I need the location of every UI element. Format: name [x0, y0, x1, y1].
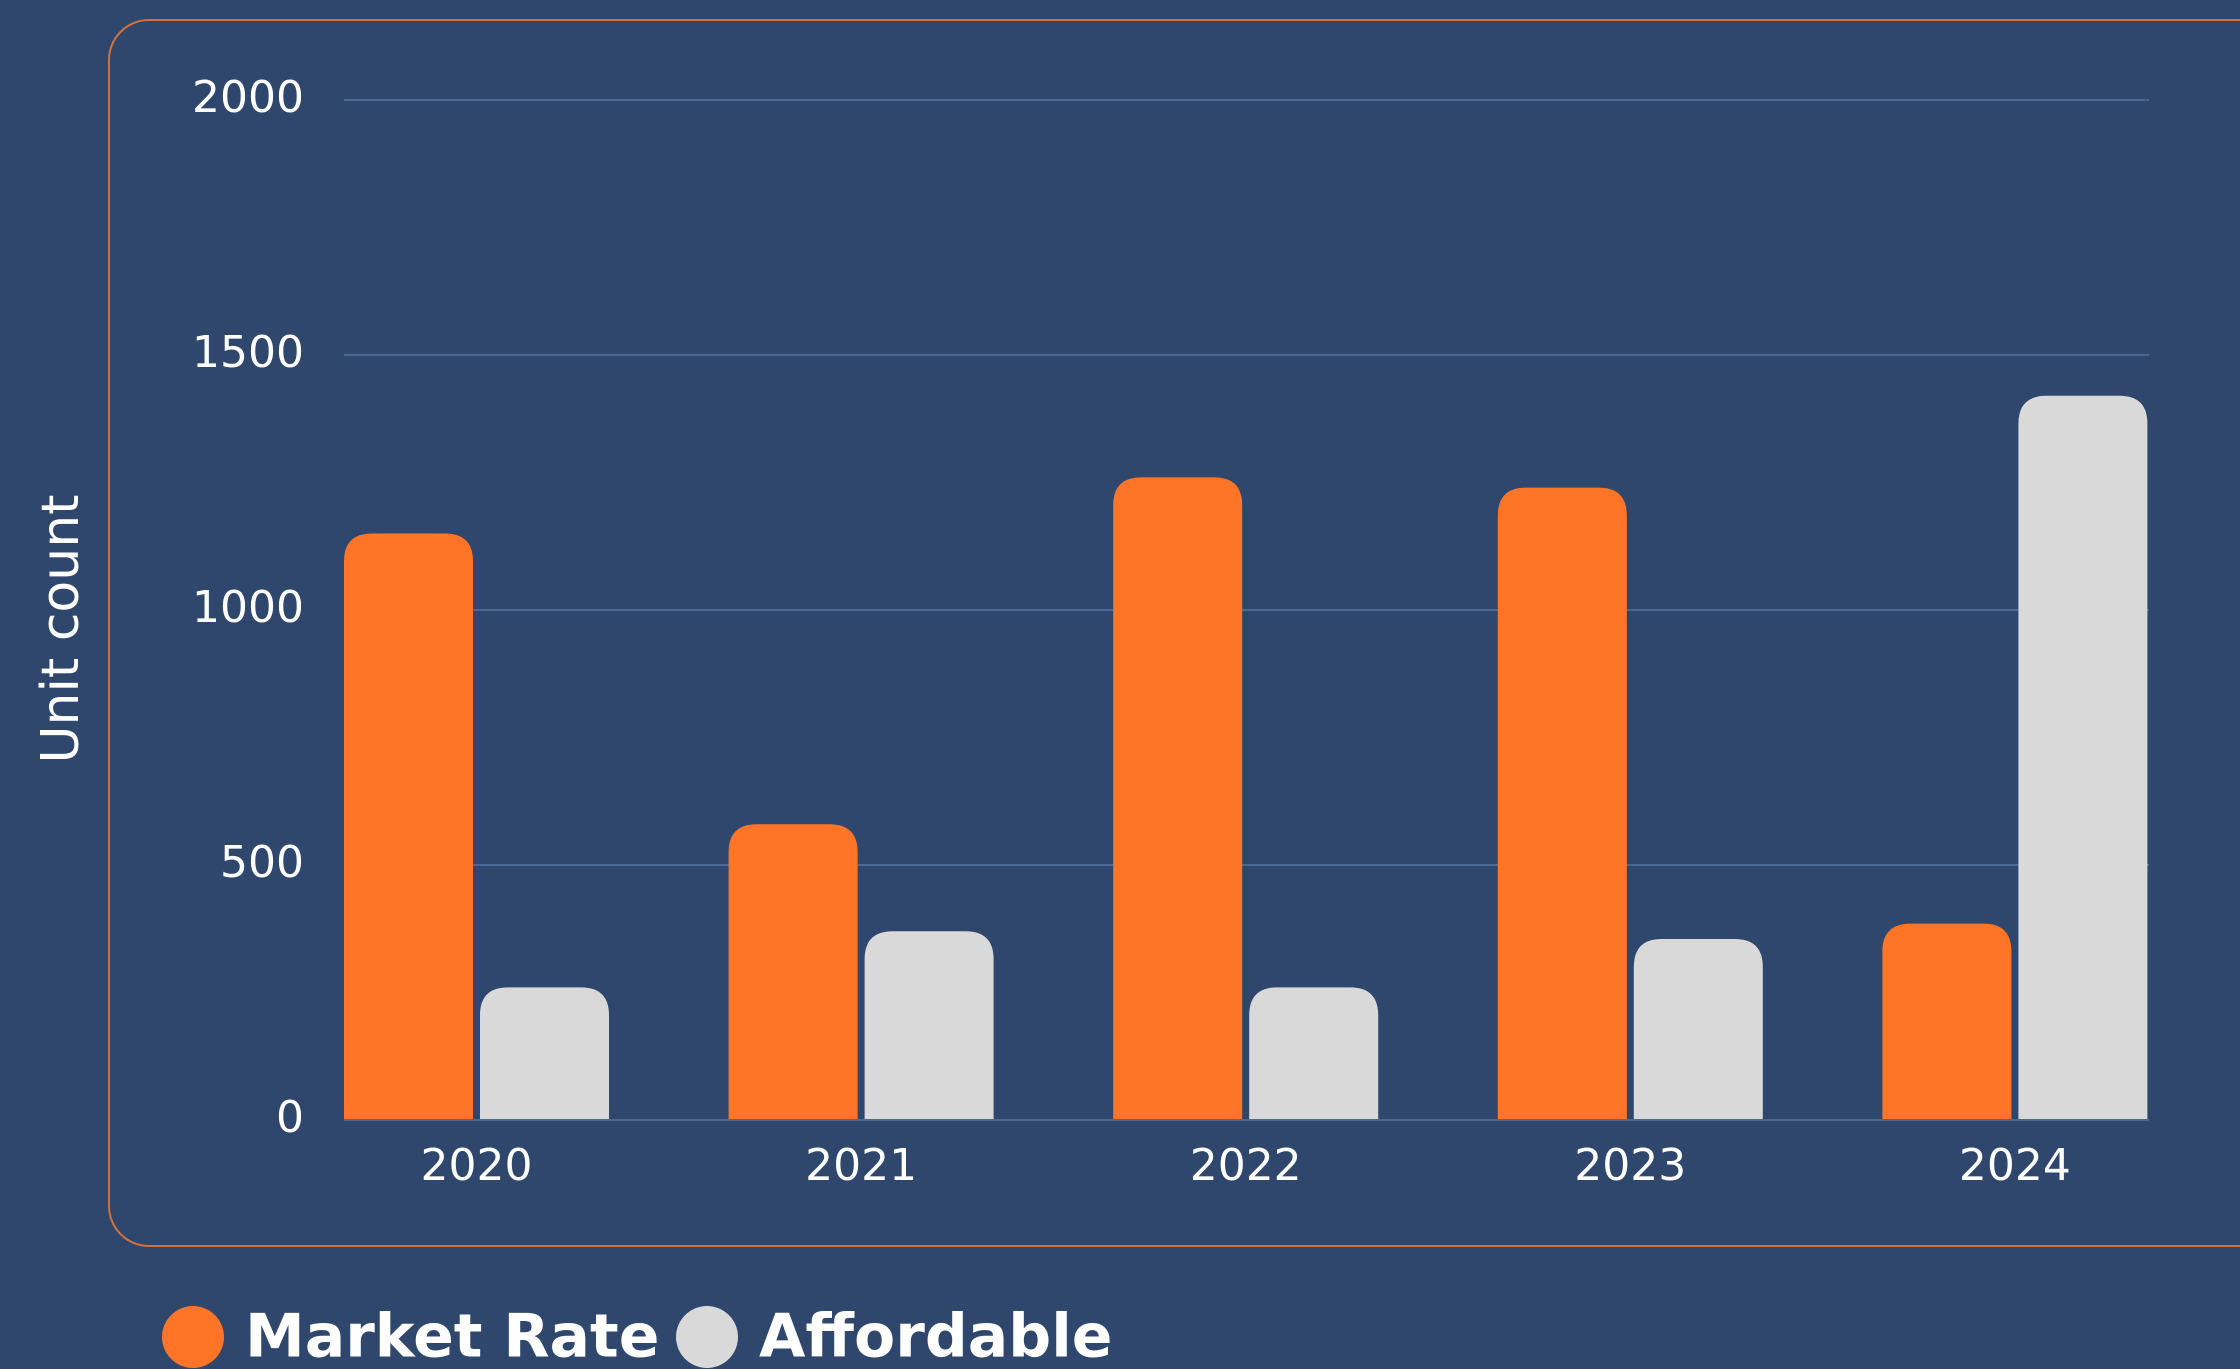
- x-tick-label: 2022: [1190, 1140, 1302, 1191]
- x-tick-label: 2020: [421, 1140, 533, 1191]
- bar: [1249, 987, 1379, 1120]
- bar: [728, 824, 858, 1120]
- x-tick-label: 2021: [805, 1140, 917, 1191]
- bar: [1882, 923, 2012, 1120]
- bar: [1113, 477, 1243, 1120]
- bar: [1497, 487, 1627, 1121]
- y-tick-label: 2000: [192, 72, 304, 123]
- bar: [1633, 938, 1763, 1120]
- x-tick-label: 2023: [1574, 1140, 1686, 1191]
- legend-swatch: [676, 1306, 738, 1368]
- plot: 0 500 1000 1500 2000 2020 2021 2022 2023 2024: [192, 72, 2149, 1191]
- panel: [108, 19, 2240, 1247]
- legend-label: Affordable: [759, 1302, 1113, 1369]
- y-tick-label: 1500: [192, 327, 304, 378]
- bar: [2018, 395, 2148, 1120]
- bar: [864, 931, 994, 1120]
- legend-swatch: [162, 1306, 224, 1368]
- y-axis-label: Unit count: [31, 494, 91, 763]
- x-tick-label: 2024: [1959, 1140, 2071, 1191]
- legend: Market Rate Affordable: [162, 1302, 1113, 1369]
- y-tick-label: 1000: [192, 582, 304, 633]
- bar: [480, 987, 609, 1120]
- legend-label: Market Rate: [245, 1302, 659, 1369]
- y-tick-label: 500: [220, 837, 304, 888]
- bar: [344, 533, 473, 1120]
- y-tick-label: 0: [276, 1092, 304, 1143]
